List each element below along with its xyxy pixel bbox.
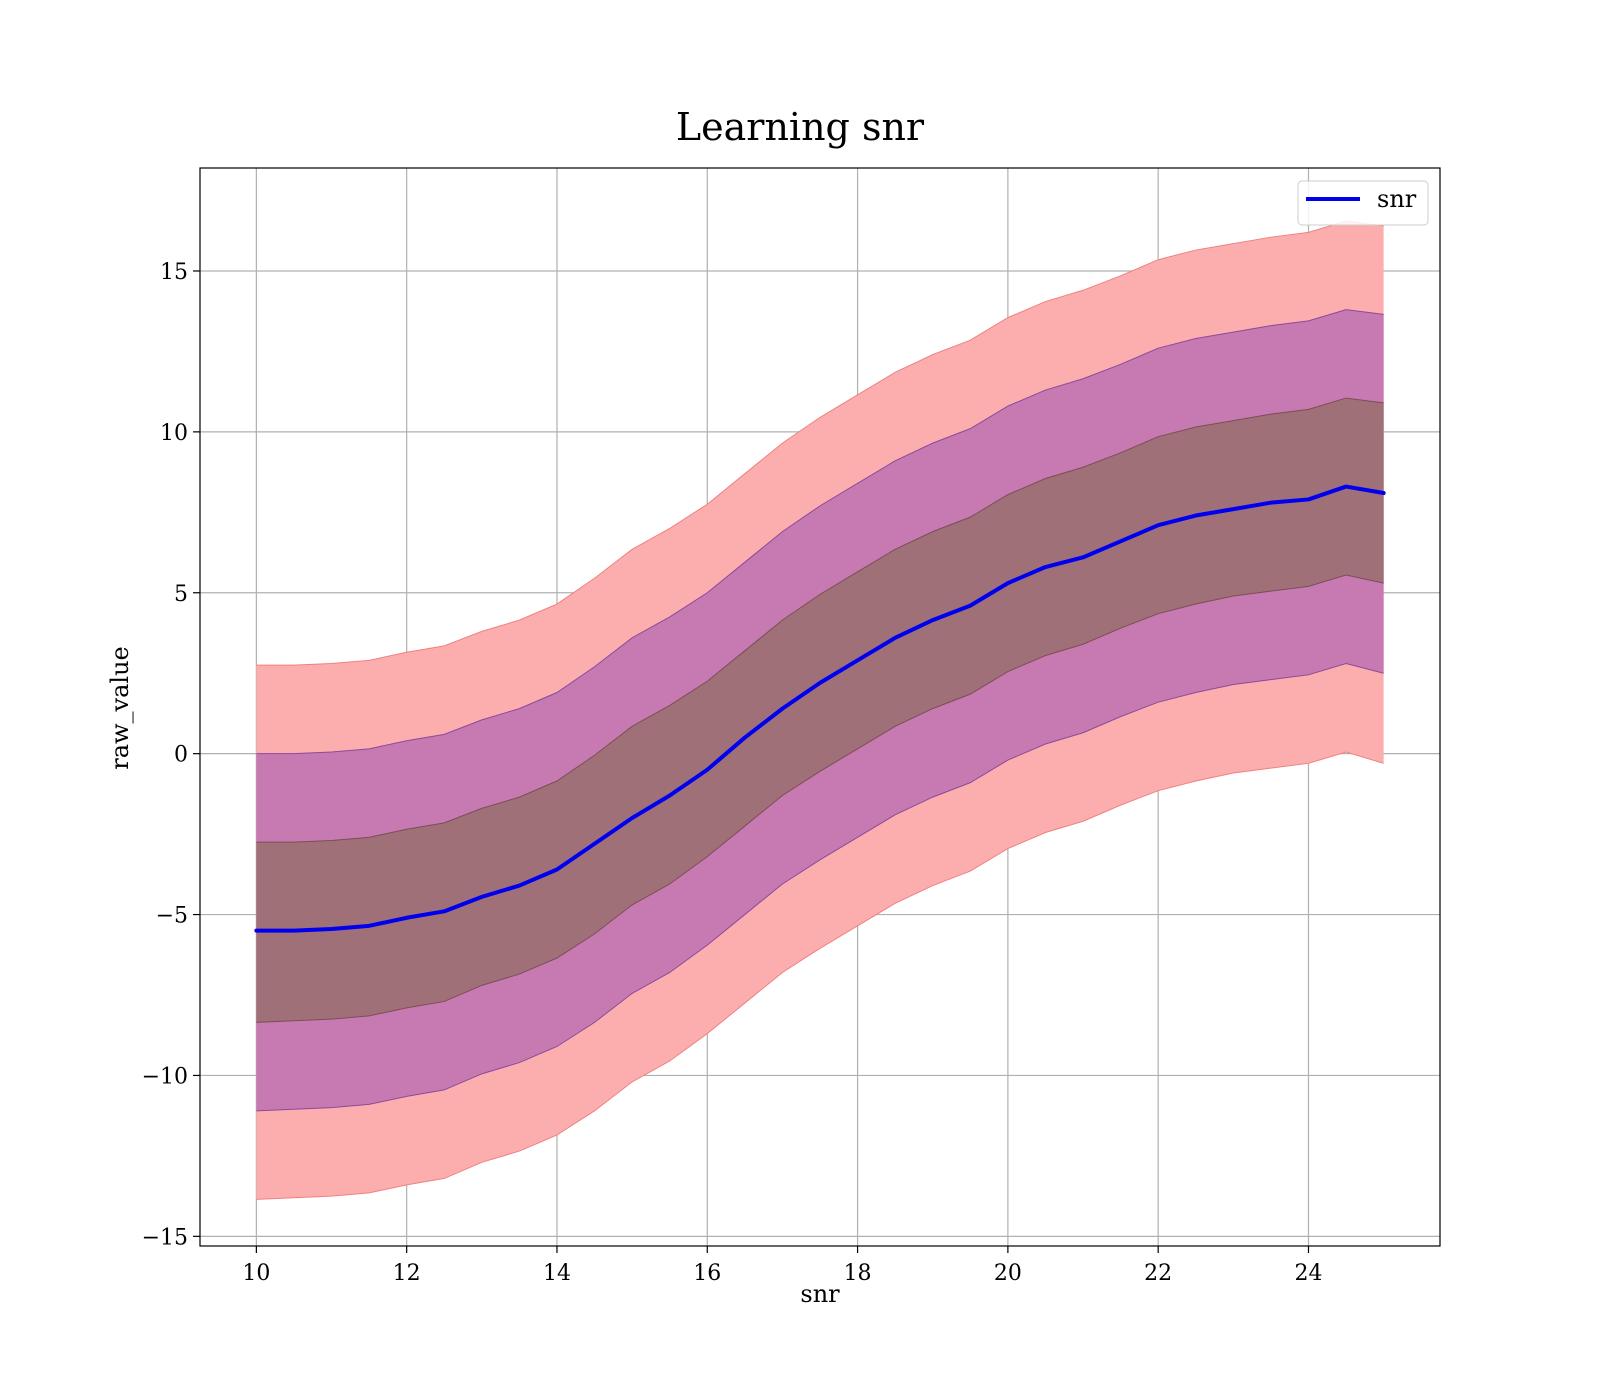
y-tick-label: 5 xyxy=(174,582,188,607)
band-middle-upper-edge xyxy=(256,309,1384,755)
y-tick-label: −10 xyxy=(142,1064,188,1089)
series-line-snr xyxy=(254,484,1386,933)
band-inner-lower-edge xyxy=(256,574,1384,1023)
legend: snr xyxy=(1297,180,1429,226)
y-axis-label: raw_value xyxy=(106,646,134,770)
band-inner-upper-edge xyxy=(256,397,1384,843)
x-tick-label: 16 xyxy=(693,1261,721,1286)
x-tick-label: 24 xyxy=(1294,1261,1322,1286)
y-axis-ticks: −15 −10 −5 0 5 10 15 xyxy=(142,260,200,1250)
x-tick-label: 22 xyxy=(1144,1261,1172,1286)
chart-title: Learning snr xyxy=(676,105,925,149)
band-outer-upper-edge xyxy=(256,220,1384,666)
x-tick-label: 10 xyxy=(242,1261,270,1286)
x-tick-label: 14 xyxy=(543,1261,571,1286)
y-tick-label: 10 xyxy=(160,421,188,446)
x-tick-label: 18 xyxy=(844,1261,872,1286)
y-tick-label: −5 xyxy=(156,904,188,929)
x-axis-ticks: 10 12 14 16 18 20 22 24 xyxy=(242,1246,1322,1286)
series-lines xyxy=(254,484,1386,933)
x-axis-label: snr xyxy=(800,1280,840,1308)
band-outer-lower-edge xyxy=(256,751,1384,1200)
band-inner xyxy=(256,398,1384,1023)
x-tick-label: 12 xyxy=(393,1261,421,1286)
confidence-bands xyxy=(256,220,1384,1200)
legend-label-snr: snr xyxy=(1377,185,1417,213)
legend-box xyxy=(1297,180,1429,226)
band-middle-lower-edge xyxy=(256,663,1384,1112)
y-tick-label: 15 xyxy=(160,260,188,285)
y-tick-label: −15 xyxy=(142,1225,188,1250)
x-tick-label: 20 xyxy=(994,1261,1022,1286)
plot-frame xyxy=(199,167,1441,1247)
y-tick-label: 0 xyxy=(174,743,188,768)
